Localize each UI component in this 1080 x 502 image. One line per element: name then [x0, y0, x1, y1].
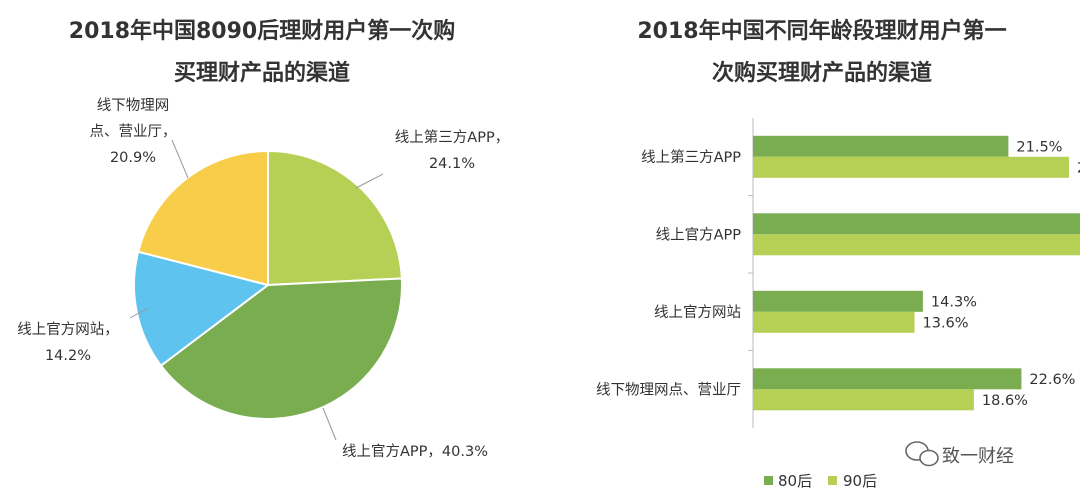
pie-slice-label: 14.2% [45, 348, 91, 364]
bar-series-90 [753, 156, 1069, 178]
bar-value-label: 26.6% [1077, 160, 1080, 176]
pie-slice-label: 线上官方APP，40.3% [342, 443, 488, 460]
pie-slice-label: 线下物理网 [97, 97, 170, 114]
bar-value-label: 14.3% [931, 294, 977, 310]
legend-label: 90后 [843, 472, 877, 490]
pie-title-line: 买理财产品的渠道 [174, 60, 350, 86]
bar-value-label: 22.6% [1029, 372, 1075, 388]
legend-swatch-90 [828, 476, 837, 485]
pie-slice-1 [267, 149, 403, 287]
bar-series-90 [753, 234, 1080, 256]
pie-slice-label: 点、营业厅， [90, 123, 177, 140]
bar-series-80 [753, 368, 1022, 390]
bar-category-label: 线上官方网站 [654, 304, 741, 321]
bar-value-label: 18.6% [982, 393, 1028, 409]
pie-slice-label: 线上官方网站， [17, 321, 119, 338]
pie-slice-4 [136, 149, 269, 287]
bar-series-80 [753, 290, 923, 312]
legend-swatch-80 [764, 476, 773, 485]
bar-title-line: 次购买理财产品的渠道 [712, 60, 932, 86]
pie-slice-label: 线上第三方APP， [395, 128, 509, 146]
bar-category-label: 线下物理网点、营业厅 [596, 381, 741, 398]
pie-leader-line [322, 407, 337, 441]
wechat-icon [905, 441, 939, 467]
pie-leader-line [171, 139, 189, 179]
bar-value-label: 21.5% [1016, 139, 1062, 155]
pie-slice-label: 24.1% [429, 156, 475, 172]
bar-category-label: 线上官方APP [656, 226, 742, 243]
bar-value-label: 13.6% [923, 315, 969, 331]
pie-slice-2 [159, 277, 403, 420]
bar-series-90 [753, 389, 974, 411]
pie-leader-line [355, 173, 384, 189]
pie-slice-label: 20.9% [110, 150, 156, 166]
watermark-text: 致一财经 [942, 446, 1014, 467]
bar-series-90 [753, 311, 915, 333]
bar-title-line: 2018年中国不同年龄段理财用户第一 [637, 18, 1006, 44]
pie-slice-3 [133, 250, 271, 368]
legend-label: 80后 [778, 472, 812, 490]
pie-leader-line [129, 307, 149, 319]
bar-series-80 [753, 213, 1080, 235]
pie-title-line: 2018年中国8090后理财用户第一次购 [69, 18, 455, 44]
bar-series-80 [753, 135, 1009, 157]
bar-category-label: 线上第三方APP [641, 148, 741, 166]
